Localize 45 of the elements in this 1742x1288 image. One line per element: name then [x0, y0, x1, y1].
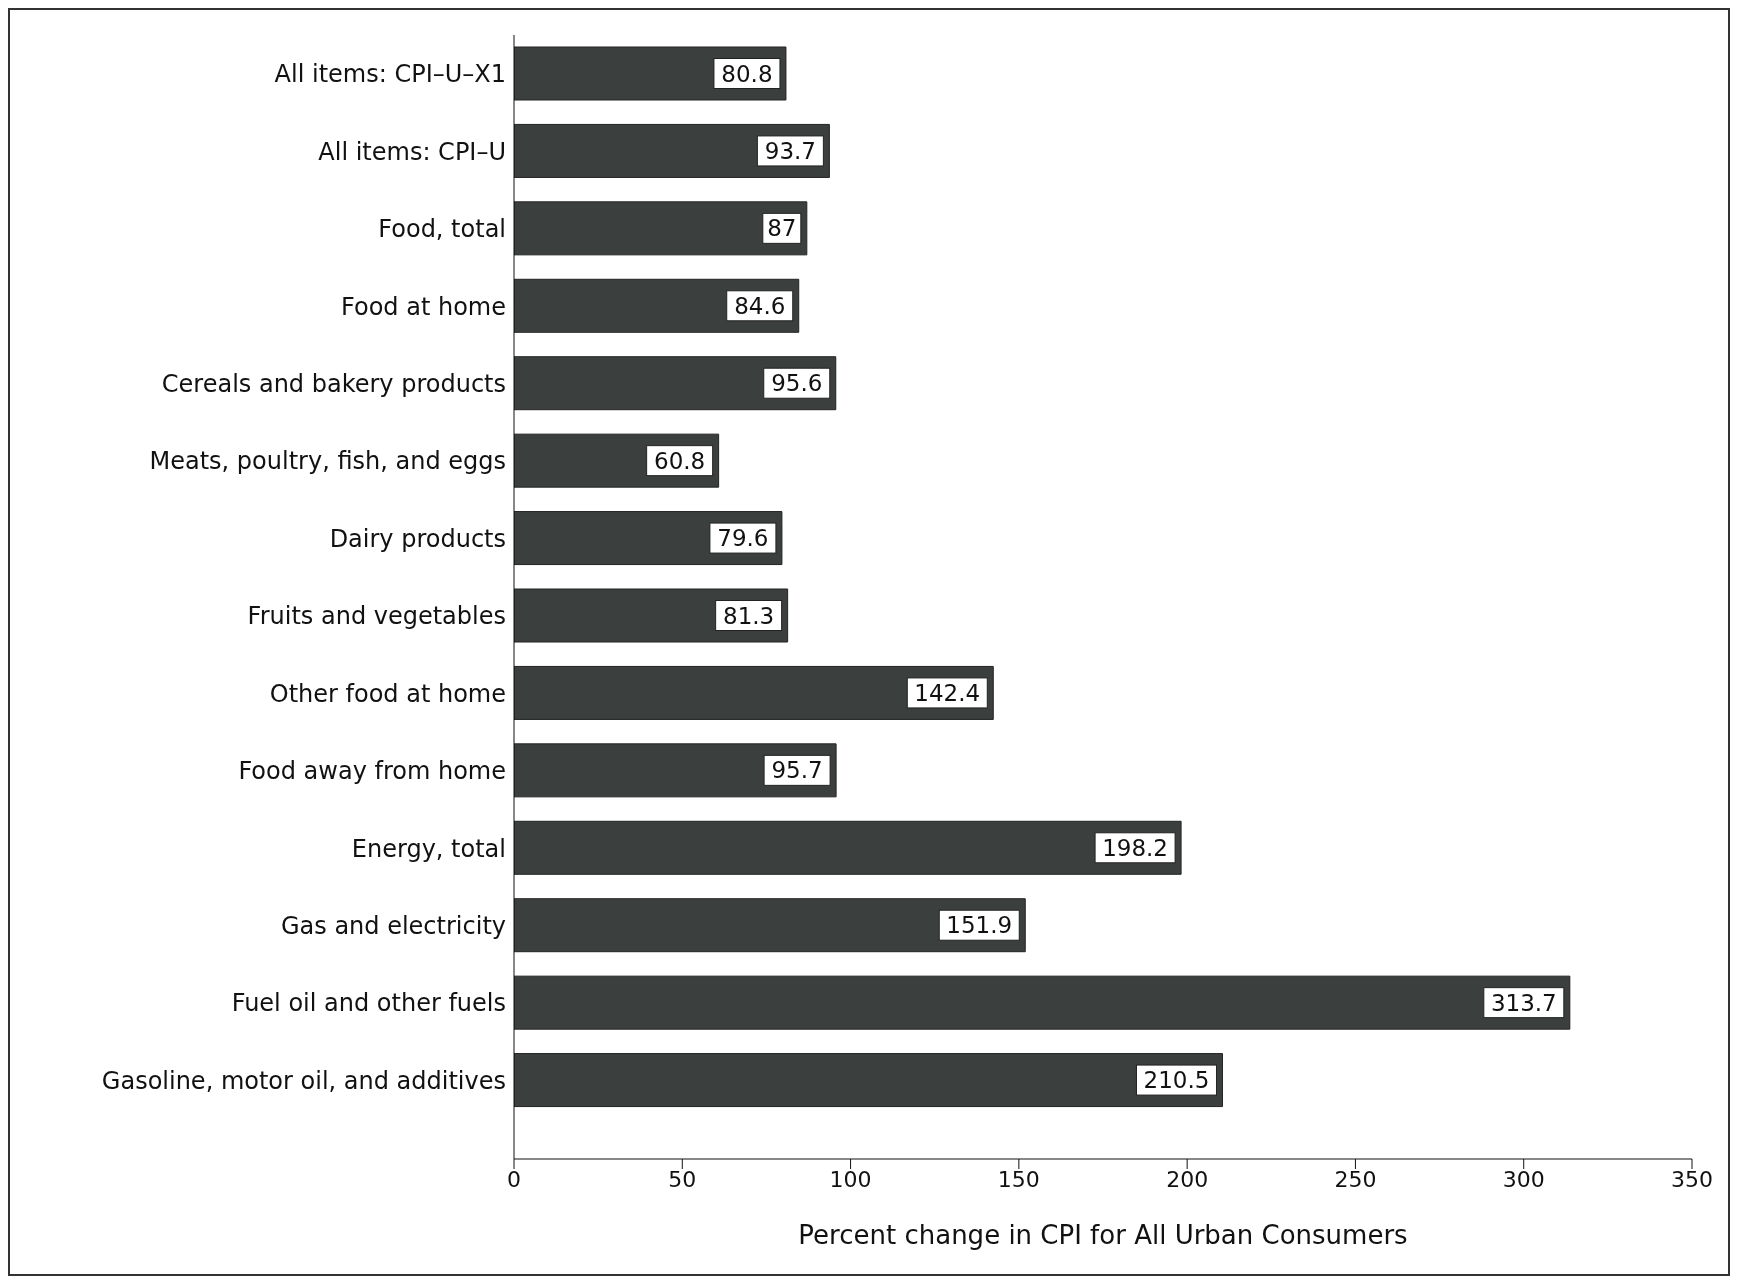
y-tick-label: Cereals and bakery products [161, 369, 506, 398]
data-label: 60.8 [654, 447, 706, 474]
data-label: 93.7 [764, 137, 816, 164]
y-tick-label: Food, total [378, 215, 506, 244]
bar [514, 356, 837, 411]
data-label: 313.7 [1490, 989, 1557, 1016]
x-tick-label: 200 [1166, 1166, 1209, 1192]
bar [514, 820, 1182, 875]
data-label: 198.2 [1102, 834, 1169, 861]
x-tick-label: 100 [829, 1166, 872, 1192]
data-label: 95.6 [771, 370, 823, 397]
bar [514, 201, 808, 256]
y-tick-label: Food at home [341, 292, 506, 321]
y-tick-label: All items: CPI–U [318, 137, 506, 166]
bar [514, 1053, 1223, 1108]
x-tick-label: 300 [1502, 1166, 1545, 1192]
y-tick-label: Meats, poultry, fish, and eggs [149, 447, 506, 476]
data-label: 95.7 [771, 757, 823, 784]
x-tick-label: 250 [1334, 1166, 1377, 1192]
data-label: 80.8 [721, 60, 773, 87]
y-tick-label: Food away from home [238, 757, 506, 786]
y-tick-label: Energy, total [351, 834, 506, 863]
data-label: 210.5 [1143, 1067, 1210, 1094]
bar [514, 898, 1026, 953]
data-label: 151.9 [946, 912, 1013, 939]
y-tick-label: Gas and electricity [280, 911, 506, 940]
y-tick-label: Fuel oil and other fuels [231, 989, 506, 1018]
y-tick-label: Fruits and vegetables [247, 602, 506, 631]
x-tick-label: 150 [997, 1166, 1040, 1192]
x-tick-label: 50 [668, 1166, 697, 1192]
y-tick-label: All items: CPI–U–X1 [274, 60, 506, 89]
data-label: 84.6 [734, 292, 786, 319]
x-tick-label: 0 [507, 1166, 521, 1192]
data-label: 87 [767, 215, 797, 242]
x-tick-label: 350 [1671, 1166, 1713, 1192]
bar [514, 975, 1571, 1030]
x-axis-title: Percent change in CPI for All Urban Consumers [798, 1220, 1408, 1250]
y-tick-label: Dairy products [329, 524, 506, 553]
data-label: 79.6 [717, 525, 769, 552]
data-label: 142.4 [914, 679, 981, 706]
bar [514, 278, 800, 333]
data-label: 81.3 [723, 602, 775, 629]
y-tick-label: Gasoline, motor oil, and additives [101, 1066, 506, 1095]
bar [514, 665, 994, 720]
y-tick-label: Other food at home [269, 679, 506, 708]
